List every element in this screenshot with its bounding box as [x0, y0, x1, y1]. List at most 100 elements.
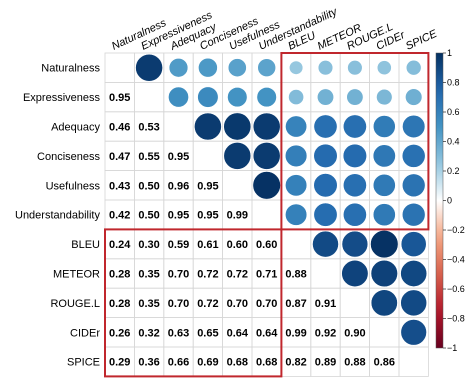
row-label-expressiveness: Expressiveness — [23, 92, 101, 104]
mark-layer: 0.95 0.46 0.53 0.47 0.55 0.95 0.43 0.50 0.96 0.95… — [109, 53, 428, 369]
corr-circle-bleu-cider — [370, 229, 399, 259]
corr-circle-understandability-bleu — [285, 203, 308, 226]
corr-value-meteor-bleu: 0.88 — [285, 269, 306, 281]
corr-value-bleu-adequacy: 0.59 — [168, 239, 189, 251]
corr-value-spice-understandability: 0.68 — [256, 357, 277, 369]
row-label-meteor: METEOR — [53, 269, 100, 281]
corr-value-understandability-conciseness: 0.95 — [197, 210, 218, 222]
corr-value-adequacy-naturalness: 0.46 — [109, 122, 130, 134]
corr-value-meteor-usefulness: 0.72 — [227, 269, 248, 281]
corr-circle-conciseness-cider — [372, 144, 396, 168]
corr-circle-expressiveness-conciseness — [197, 86, 219, 108]
corr-value-meteor-expressiveness: 0.35 — [138, 269, 159, 281]
colorbar-tick-label: 0 — [447, 196, 452, 206]
corr-value-spice-meteor: 0.89 — [315, 357, 336, 369]
row-label-spice: SPICE — [67, 357, 100, 369]
corr-circle-usefulness-meteor — [313, 173, 338, 198]
corr-circle-naturalness-conciseness — [198, 57, 218, 78]
corr-value-rouge-l-usefulness: 0.70 — [227, 298, 248, 310]
corr-value-cider-naturalness: 0.26 — [109, 327, 130, 339]
corr-value-usefulness-expressiveness: 0.50 — [138, 180, 159, 192]
corr-circle-usefulness-spice — [401, 173, 426, 198]
corr-value-spice-bleu: 0.82 — [285, 357, 306, 369]
corr-circle-naturalness-spice — [405, 59, 422, 76]
corr-circle-conciseness-understandability — [252, 142, 281, 170]
corr-value-cider-meteor: 0.92 — [315, 327, 336, 339]
grid-cell — [310, 258, 341, 289]
grid-cell — [398, 346, 429, 377]
corr-circle-rouge-l-cider — [370, 289, 398, 317]
corr-value-rouge-l-conciseness: 0.72 — [197, 298, 218, 310]
grid-cell — [222, 170, 253, 201]
corr-circle-bleu-meteor — [312, 230, 339, 258]
corr-circle-expressiveness-understandability — [256, 86, 277, 108]
corr-circle-adequacy-conciseness — [194, 112, 222, 141]
corr-value-understandability-naturalness: 0.42 — [109, 210, 130, 222]
grid-cell — [192, 140, 223, 171]
corr-circle-usefulness-bleu — [285, 174, 308, 197]
corr-value-conciseness-expressiveness: 0.55 — [138, 151, 159, 163]
corr-value-spice-expressiveness: 0.36 — [138, 357, 159, 369]
colorbar-tick-label: 0.8 — [447, 78, 460, 88]
corr-circle-usefulness-rouge-l — [342, 173, 367, 198]
corr-circle-naturalness-bleu — [288, 60, 304, 75]
corr-circle-naturalness-meteor — [317, 60, 334, 76]
row-label-conciseness: Conciseness — [37, 151, 100, 163]
corr-value-rouge-l-meteor: 0.91 — [315, 298, 336, 310]
corr-value-conciseness-adequacy: 0.95 — [168, 151, 189, 163]
corr-circle-naturalness-usefulness — [227, 58, 247, 78]
corr-circle-naturalness-adequacy — [168, 57, 189, 78]
corr-circle-adequacy-understandability — [252, 112, 281, 141]
corr-circle-cider-spice — [400, 319, 427, 346]
colorbar-tick-label: −1 — [447, 343, 457, 353]
corr-circle-adequacy-bleu — [285, 115, 308, 138]
colorbar-tick-label: 0.4 — [447, 137, 460, 147]
corr-value-usefulness-adequacy: 0.96 — [168, 180, 189, 192]
corr-circle-understandability-rouge-l — [342, 202, 367, 227]
corr-circle-expressiveness-cider — [376, 88, 393, 106]
corr-circle-adequacy-usefulness — [223, 112, 252, 141]
corr-circle-bleu-spice — [400, 231, 427, 257]
corr-value-spice-conciseness: 0.69 — [197, 357, 218, 369]
corr-value-cider-understandability: 0.64 — [256, 327, 278, 339]
grid-cell — [369, 317, 400, 348]
row-label-bleu: BLEU — [71, 239, 100, 251]
corr-value-spice-cider: 0.86 — [374, 357, 395, 369]
grid-cell — [163, 111, 194, 142]
corr-value-rouge-l-bleu: 0.87 — [285, 298, 306, 310]
corr-value-meteor-naturalness: 0.28 — [109, 269, 130, 281]
colorbar-tick-label: −0.8 — [447, 314, 465, 324]
corr-value-adequacy-expressiveness: 0.53 — [138, 122, 159, 134]
colorbar-tick-label: 0.2 — [447, 166, 460, 176]
corr-circle-expressiveness-spice — [405, 88, 423, 106]
corr-value-bleu-conciseness: 0.61 — [197, 239, 218, 251]
corr-circle-expressiveness-usefulness — [227, 86, 248, 108]
colorbar: 1 0.8 0.6 0.4 0.2 0 −0.2 −0.4 −0.6 −0.8 −1 — [435, 48, 465, 353]
corr-circle-naturalness-expressiveness — [135, 53, 163, 82]
row-label-understandability: Understandability — [15, 210, 100, 222]
corr-value-conciseness-naturalness: 0.47 — [109, 151, 130, 163]
highlight-box-lower — [104, 228, 283, 378]
corr-circle-adequacy-rouge-l — [342, 114, 367, 139]
corr-value-spice-adequacy: 0.66 — [168, 357, 189, 369]
col-label-spice: SPICE — [404, 28, 440, 53]
corr-value-rouge-l-adequacy: 0.70 — [168, 298, 189, 310]
corr-circle-understandability-cider — [372, 203, 396, 227]
corr-value-understandability-expressiveness: 0.50 — [138, 210, 159, 222]
corr-value-understandability-adequacy: 0.95 — [168, 210, 189, 222]
row-label-cider: CIDEr — [70, 327, 100, 339]
corr-circle-expressiveness-meteor — [316, 88, 335, 106]
corr-value-bleu-usefulness: 0.60 — [227, 239, 248, 251]
corr-value-meteor-conciseness: 0.72 — [197, 269, 218, 281]
corr-value-understandability-usefulness: 0.99 — [227, 210, 248, 222]
grid-cell — [251, 199, 282, 230]
row-label-adequacy: Adequacy — [51, 122, 100, 134]
corr-value-bleu-naturalness: 0.24 — [109, 239, 131, 251]
grid-cell — [104, 52, 135, 83]
corr-circle-meteor-rouge-l — [341, 259, 369, 288]
corr-value-cider-usefulness: 0.64 — [227, 327, 249, 339]
corr-circle-bleu-rouge-l — [341, 230, 369, 258]
corr-circle-conciseness-spice — [401, 144, 426, 168]
corr-value-cider-conciseness: 0.65 — [197, 327, 218, 339]
corr-value-usefulness-naturalness: 0.43 — [109, 180, 130, 192]
